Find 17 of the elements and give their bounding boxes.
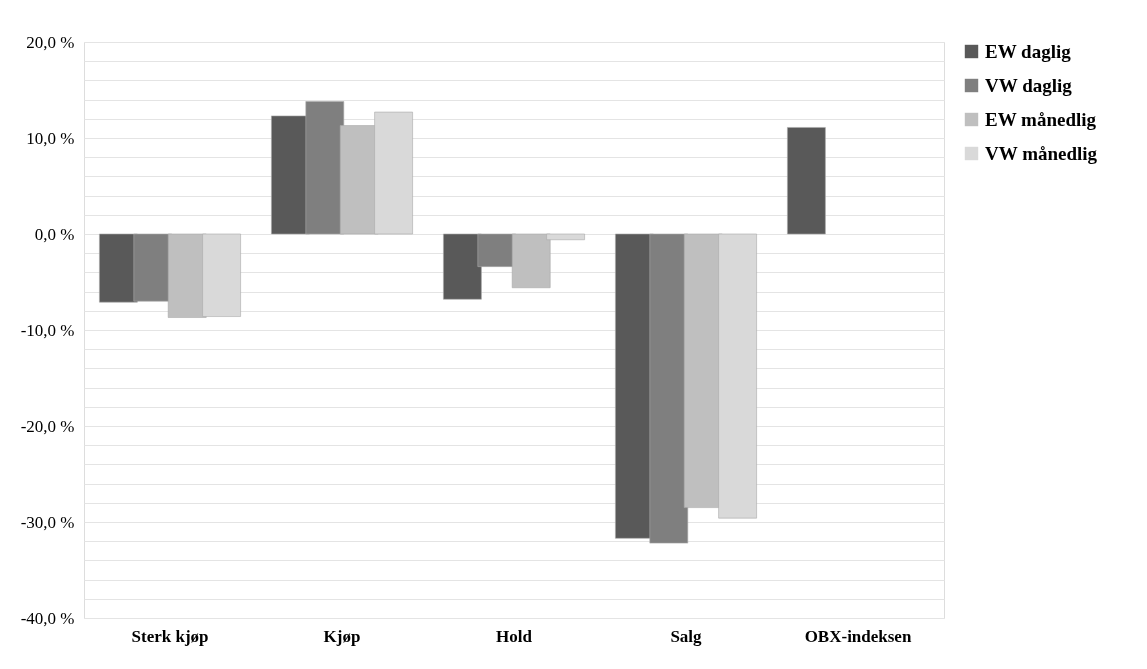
y-tick-label: -30,0 % (20, 512, 75, 532)
y-tick-label: -10,0 % (20, 320, 75, 340)
y-tick-label: 20,0 % (26, 32, 75, 52)
y-tick-label: 10,0 % (26, 128, 75, 148)
x-tick-label: Salg (670, 626, 703, 646)
legend-label: EW daglig (985, 40, 1072, 62)
bar (787, 127, 826, 235)
x-tick-label: Sterk kjøp (131, 626, 209, 646)
x-tick-label: Hold (496, 626, 533, 646)
x-tick-label: Kjøp (323, 626, 361, 646)
x-tick-label: OBX-indeksen (804, 626, 912, 646)
legend-label: EW månedlig (985, 108, 1097, 130)
y-tick-label: -20,0 % (20, 416, 75, 436)
legend-label: VW månedlig (985, 142, 1098, 164)
y-tick-label: 0,0 % (34, 224, 75, 244)
y-tick-label: -40,0 % (20, 608, 75, 628)
legend-label: VW daglig (985, 74, 1073, 96)
